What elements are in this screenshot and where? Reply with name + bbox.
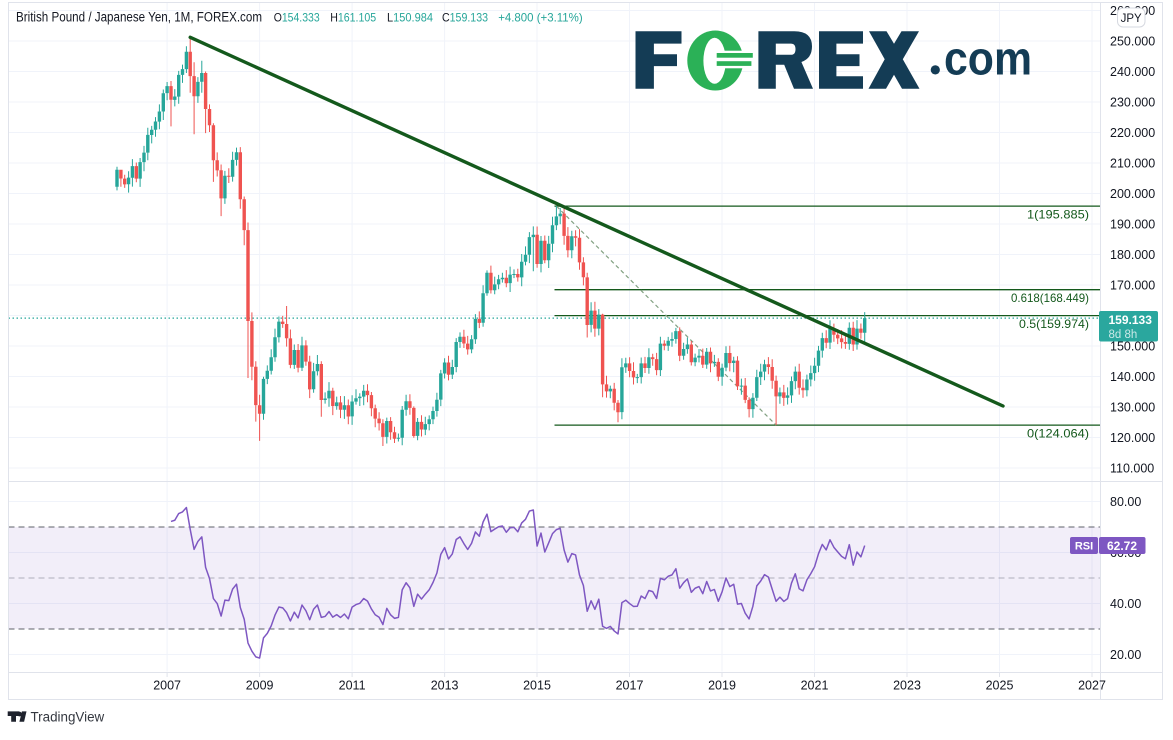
svg-text:240.000: 240.000: [1110, 65, 1155, 79]
svg-text:8d 8h: 8d 8h: [1109, 329, 1138, 341]
svg-text:200.000: 200.000: [1110, 187, 1155, 201]
svg-text:2015: 2015: [523, 679, 551, 693]
svg-text:40.00: 40.00: [1110, 597, 1141, 611]
svg-text:RSI: RSI: [1075, 541, 1093, 553]
svg-text:C159.133: C159.133: [442, 11, 488, 25]
svg-text:2023: 2023: [893, 679, 921, 693]
svg-text:230.000: 230.000: [1110, 95, 1155, 109]
svg-text:159.133: 159.133: [1109, 313, 1153, 327]
svg-text:2009: 2009: [246, 679, 274, 693]
svg-text:120.000: 120.000: [1110, 431, 1155, 445]
svg-text:1(195.885): 1(195.885): [1027, 208, 1089, 222]
svg-text:180.000: 180.000: [1110, 248, 1155, 262]
svg-text:2011: 2011: [339, 679, 366, 693]
svg-text:2025: 2025: [986, 679, 1014, 693]
svg-text:+4.800 (+3.11%): +4.800 (+3.11%): [498, 11, 583, 25]
svg-text:H161.105: H161.105: [330, 11, 376, 25]
svg-text:80.00: 80.00: [1110, 495, 1141, 509]
svg-text:110.000: 110.000: [1110, 461, 1154, 475]
svg-text:20.00: 20.00: [1110, 648, 1141, 662]
svg-text:220.000: 220.000: [1110, 126, 1155, 140]
svg-text:2017: 2017: [616, 679, 644, 693]
svg-text:2021: 2021: [801, 679, 829, 693]
svg-text:L150.984: L150.984: [387, 11, 433, 25]
svg-text:2027: 2027: [1078, 679, 1106, 693]
svg-text:2019: 2019: [708, 679, 736, 693]
svg-text:com: com: [944, 32, 1032, 85]
svg-text:190.000: 190.000: [1110, 217, 1155, 231]
svg-text:0(124.064): 0(124.064): [1027, 427, 1089, 441]
svg-text:140.000: 140.000: [1110, 370, 1155, 384]
svg-text:British Pound / Japanese Yen,: British Pound / Japanese Yen, 1M, FOREX.…: [16, 10, 262, 25]
svg-text:170.000: 170.000: [1110, 278, 1155, 292]
svg-text:O154.333: O154.333: [274, 11, 320, 25]
svg-text:62.72: 62.72: [1107, 539, 1137, 553]
svg-text:210.000: 210.000: [1110, 156, 1155, 170]
svg-text:250.000: 250.000: [1110, 34, 1155, 48]
svg-text:JPY: JPY: [1121, 13, 1142, 25]
svg-text:150.000: 150.000: [1110, 339, 1155, 353]
svg-text:130.000: 130.000: [1110, 400, 1155, 414]
svg-text:2013: 2013: [431, 679, 459, 693]
svg-text:2007: 2007: [153, 679, 181, 693]
svg-text:TradingView: TradingView: [31, 710, 105, 725]
svg-text:0.5(159.974): 0.5(159.974): [1019, 317, 1089, 331]
svg-text:0.618(168.449): 0.618(168.449): [1011, 291, 1089, 305]
